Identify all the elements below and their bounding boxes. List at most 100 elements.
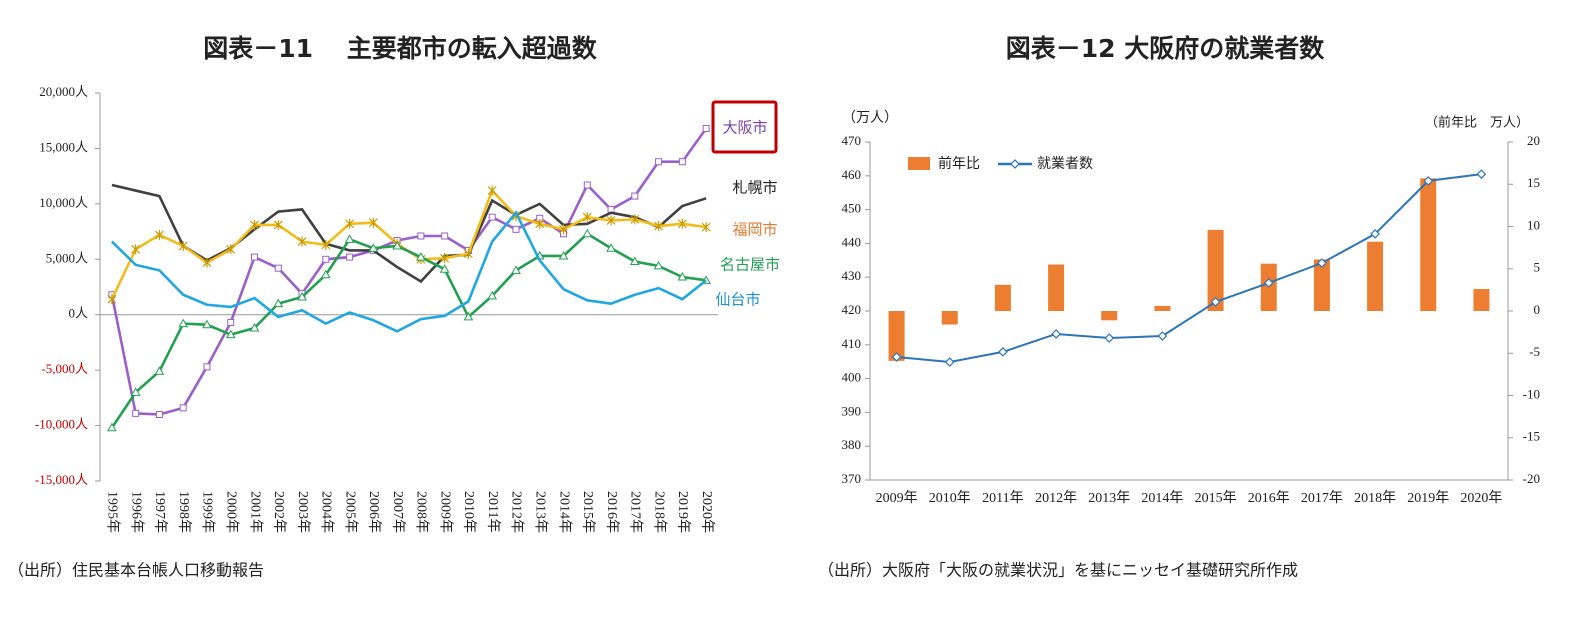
point-marker: [559, 224, 568, 235]
legend-label: 前年比: [938, 155, 980, 172]
point-marker: [225, 329, 236, 339]
series-line: [896, 173, 1482, 364]
point-marker: [320, 269, 331, 279]
x-tick-label: 2012年: [509, 491, 525, 533]
point-marker: [558, 250, 569, 260]
point-marker: [891, 352, 902, 362]
point-marker: [702, 124, 710, 132]
x-tick-label: 2019年: [675, 491, 691, 533]
series-line: [110, 232, 707, 429]
point-marker: [132, 409, 140, 417]
y-tick-label: 400: [842, 370, 862, 385]
point-marker: [1104, 333, 1115, 343]
point-marker: [416, 252, 426, 261]
legend-swatch: [908, 157, 930, 170]
y-tick-label: 430: [842, 268, 862, 283]
y-tick-label: 450: [842, 201, 862, 216]
x-tick-label: 2015年: [1195, 490, 1237, 506]
legend-label: 名古屋市: [720, 256, 780, 274]
x-tick-label: 2016年: [604, 491, 620, 533]
x-tick-label: 2016年: [1248, 490, 1290, 506]
point-marker: [178, 240, 188, 251]
bar: [1367, 241, 1384, 311]
x-tick-label: 1998年: [176, 491, 192, 533]
x-tick-label: 2004年: [319, 491, 335, 533]
legend-label: 就業者数: [1037, 156, 1093, 172]
x-tick-label: 1997年: [152, 491, 168, 533]
y-tick-label: 380: [842, 437, 862, 452]
y-tick-label: 390: [842, 403, 862, 418]
bar: [1207, 229, 1224, 311]
point-marker: [998, 347, 1008, 357]
y-tick-label: 0人: [68, 306, 88, 321]
x-tick-label: 2020年: [699, 491, 715, 533]
x-tick-label: 1999年: [200, 491, 216, 533]
point-marker: [512, 225, 520, 233]
x-tick-label: 2000年: [224, 491, 240, 533]
point-marker: [511, 265, 521, 274]
y-tick-label: 460: [842, 167, 862, 182]
x-tick-label: 2014年: [556, 491, 572, 533]
point-marker: [582, 228, 593, 238]
y-tick-label: 10,000人: [39, 195, 88, 210]
x-tick-label: 2006年: [366, 491, 382, 533]
point-marker: [226, 244, 236, 255]
y2-tick-label: 20: [1527, 133, 1540, 148]
point-marker: [535, 218, 545, 229]
point-marker: [202, 319, 212, 329]
y-tick-label: 15,000人: [39, 139, 88, 154]
point-marker: [227, 318, 235, 326]
point-marker: [463, 311, 474, 321]
point-marker: [251, 253, 258, 261]
point-marker: [583, 181, 591, 189]
point-marker: [1370, 229, 1380, 239]
point-marker: [582, 212, 592, 223]
point-marker: [487, 185, 497, 196]
x-tick-label: 2007年: [390, 491, 406, 533]
chart-title: 図表－11 主要都市の転入超過数: [203, 34, 597, 63]
point-marker: [107, 294, 117, 305]
x-tick-label: 2018年: [651, 491, 667, 533]
x-tick-label: 2005年: [342, 491, 358, 533]
x-tick-label: 2017年: [1301, 490, 1343, 506]
point-marker: [629, 256, 640, 266]
point-marker: [1423, 176, 1434, 186]
source-note: （出所）大阪府「大阪の就業状況」を基にニッセイ基礎研究所作成: [818, 561, 1298, 580]
point-marker: [249, 323, 260, 332]
bar: [1048, 264, 1065, 311]
point-marker: [677, 272, 688, 281]
legend-highlight: [711, 100, 778, 154]
point-marker: [1476, 169, 1487, 179]
x-tick-label: 2011年: [485, 491, 501, 532]
x-tick-label: 2009年: [876, 490, 918, 506]
point-marker: [1051, 329, 1061, 339]
y2-tick-label: 5: [1534, 260, 1541, 275]
point-marker: [417, 232, 425, 240]
x-tick-label: 2001年: [247, 491, 263, 533]
series-line: [111, 183, 707, 284]
point-marker: [321, 239, 331, 250]
legend-label: 仙台市: [715, 291, 760, 309]
y-tick-label: 5,000人: [46, 250, 88, 265]
point-marker: [463, 248, 473, 259]
y-tick-label: 20,000人: [39, 84, 88, 99]
point-marker: [631, 192, 639, 200]
point-marker: [368, 243, 379, 252]
y2-tick-label: 15: [1527, 175, 1540, 190]
point-marker: [487, 290, 498, 300]
point-marker: [344, 234, 355, 243]
bar: [941, 311, 958, 325]
point-marker: [155, 410, 163, 418]
point-marker: [203, 363, 211, 371]
point-marker: [107, 422, 117, 432]
y-tick-label: 410: [842, 336, 862, 351]
point-marker: [606, 243, 616, 252]
point-marker: [630, 214, 640, 225]
y2-tick-label: -15: [1523, 429, 1540, 444]
bar: [1313, 259, 1330, 311]
x-tick-label: 2012年: [1035, 490, 1077, 506]
x-tick-label: 2018年: [1354, 490, 1396, 506]
point-marker: [297, 236, 307, 247]
x-tick-label: 2011年: [982, 490, 1023, 506]
